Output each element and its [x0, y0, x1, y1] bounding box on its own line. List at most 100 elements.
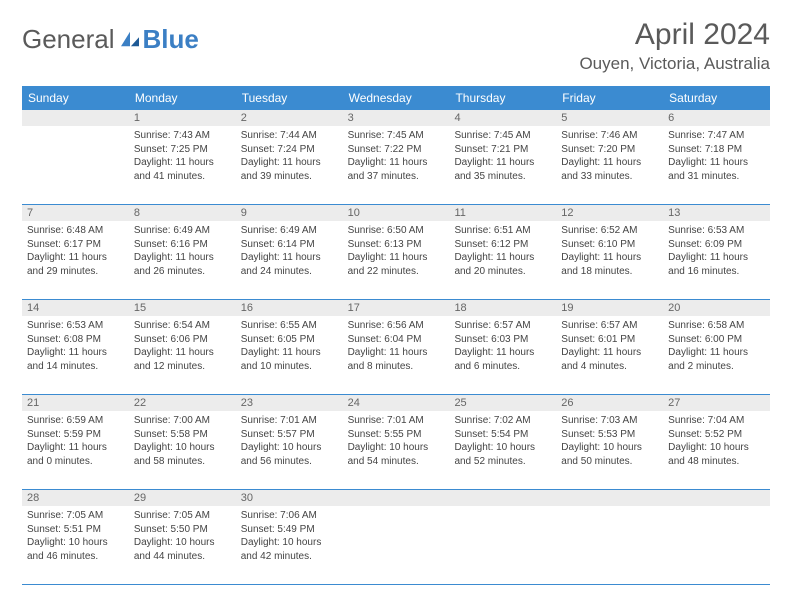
day-body: Sunrise: 7:47 AMSunset: 7:18 PMDaylight:… [663, 126, 770, 204]
day-cell: 27Sunrise: 7:04 AMSunset: 5:52 PMDayligh… [663, 395, 770, 489]
day-info-line: Daylight: 11 hours and 41 minutes. [134, 156, 231, 183]
day-number [449, 490, 556, 506]
day-cell: 2Sunrise: 7:44 AMSunset: 7:24 PMDaylight… [236, 110, 343, 204]
day-cell: 25Sunrise: 7:02 AMSunset: 5:54 PMDayligh… [449, 395, 556, 489]
day-cell: 24Sunrise: 7:01 AMSunset: 5:55 PMDayligh… [343, 395, 450, 489]
day-info-line: Daylight: 10 hours and 52 minutes. [454, 441, 551, 468]
day-info-line: Sunrise: 6:56 AM [348, 319, 445, 333]
day-info-line: Sunrise: 7:46 AM [561, 129, 658, 143]
day-cell: 21Sunrise: 6:59 AMSunset: 5:59 PMDayligh… [22, 395, 129, 489]
day-body: Sunrise: 6:57 AMSunset: 6:03 PMDaylight:… [449, 316, 556, 394]
day-info-line: Daylight: 11 hours and 20 minutes. [454, 251, 551, 278]
day-info-line: Sunrise: 7:45 AM [348, 129, 445, 143]
day-info-line: Sunrise: 7:45 AM [454, 129, 551, 143]
day-info-line: Sunrise: 6:49 AM [241, 224, 338, 238]
day-info-line: Sunrise: 7:47 AM [668, 129, 765, 143]
day-cell: 30Sunrise: 7:06 AMSunset: 5:49 PMDayligh… [236, 490, 343, 584]
location-subtitle: Ouyen, Victoria, Australia [579, 54, 770, 74]
day-info-line: Sunset: 6:06 PM [134, 333, 231, 347]
day-body: Sunrise: 7:44 AMSunset: 7:24 PMDaylight:… [236, 126, 343, 204]
page-header: General Blue April 2024 Ouyen, Victoria,… [22, 18, 770, 74]
day-number: 15 [129, 300, 236, 316]
day-body: Sunrise: 7:05 AMSunset: 5:51 PMDaylight:… [22, 506, 129, 584]
day-info-line: Sunrise: 6:55 AM [241, 319, 338, 333]
day-cell: 15Sunrise: 6:54 AMSunset: 6:06 PMDayligh… [129, 300, 236, 394]
day-info-line: Sunset: 5:59 PM [27, 428, 124, 442]
day-cell: 14Sunrise: 6:53 AMSunset: 6:08 PMDayligh… [22, 300, 129, 394]
day-info-line: Sunset: 5:50 PM [134, 523, 231, 537]
day-body: Sunrise: 6:56 AMSunset: 6:04 PMDaylight:… [343, 316, 450, 394]
day-body: Sunrise: 6:49 AMSunset: 6:16 PMDaylight:… [129, 221, 236, 299]
day-info-line: Daylight: 11 hours and 33 minutes. [561, 156, 658, 183]
day-info-line: Sunset: 6:01 PM [561, 333, 658, 347]
day-number: 16 [236, 300, 343, 316]
day-number: 1 [129, 110, 236, 126]
day-info-line: Sunset: 6:08 PM [27, 333, 124, 347]
brand-part1: General [22, 24, 115, 55]
day-info-line: Sunset: 6:12 PM [454, 238, 551, 252]
weekday-header: Thursday [449, 86, 556, 110]
day-number: 26 [556, 395, 663, 411]
day-info-line: Sunset: 6:14 PM [241, 238, 338, 252]
day-body: Sunrise: 6:59 AMSunset: 5:59 PMDaylight:… [22, 411, 129, 489]
brand-part2: Blue [143, 24, 199, 55]
day-cell: 11Sunrise: 6:51 AMSunset: 6:12 PMDayligh… [449, 205, 556, 299]
brand-logo: General Blue [22, 24, 199, 55]
calendar-grid: SundayMondayTuesdayWednesdayThursdayFrid… [22, 86, 770, 585]
day-cell [556, 490, 663, 584]
day-info-line: Sunrise: 7:03 AM [561, 414, 658, 428]
day-info-line: Sunset: 7:21 PM [454, 143, 551, 157]
day-body: Sunrise: 6:55 AMSunset: 6:05 PMDaylight:… [236, 316, 343, 394]
day-cell: 28Sunrise: 7:05 AMSunset: 5:51 PMDayligh… [22, 490, 129, 584]
day-info-line: Sunrise: 7:05 AM [27, 509, 124, 523]
day-info-line: Sunrise: 7:44 AM [241, 129, 338, 143]
day-info-line: Daylight: 11 hours and 37 minutes. [348, 156, 445, 183]
day-cell: 12Sunrise: 6:52 AMSunset: 6:10 PMDayligh… [556, 205, 663, 299]
day-info-line: Daylight: 11 hours and 2 minutes. [668, 346, 765, 373]
day-info-line: Sunset: 5:55 PM [348, 428, 445, 442]
day-body: Sunrise: 7:03 AMSunset: 5:53 PMDaylight:… [556, 411, 663, 489]
day-info-line: Daylight: 10 hours and 58 minutes. [134, 441, 231, 468]
day-cell: 18Sunrise: 6:57 AMSunset: 6:03 PMDayligh… [449, 300, 556, 394]
day-body [343, 506, 450, 584]
day-cell: 20Sunrise: 6:58 AMSunset: 6:00 PMDayligh… [663, 300, 770, 394]
day-cell: 8Sunrise: 6:49 AMSunset: 6:16 PMDaylight… [129, 205, 236, 299]
day-info-line: Daylight: 11 hours and 0 minutes. [27, 441, 124, 468]
day-body [556, 506, 663, 584]
day-cell: 26Sunrise: 7:03 AMSunset: 5:53 PMDayligh… [556, 395, 663, 489]
day-cell: 6Sunrise: 7:47 AMSunset: 7:18 PMDaylight… [663, 110, 770, 204]
day-number: 19 [556, 300, 663, 316]
day-info-line: Daylight: 10 hours and 56 minutes. [241, 441, 338, 468]
day-info-line: Sunset: 6:16 PM [134, 238, 231, 252]
weekday-header: Wednesday [343, 86, 450, 110]
day-info-line: Sunrise: 7:05 AM [134, 509, 231, 523]
day-body: Sunrise: 7:02 AMSunset: 5:54 PMDaylight:… [449, 411, 556, 489]
day-number [556, 490, 663, 506]
day-info-line: Sunset: 7:22 PM [348, 143, 445, 157]
day-info-line: Daylight: 11 hours and 4 minutes. [561, 346, 658, 373]
day-info-line: Sunrise: 6:50 AM [348, 224, 445, 238]
day-cell: 19Sunrise: 6:57 AMSunset: 6:01 PMDayligh… [556, 300, 663, 394]
day-body: Sunrise: 7:01 AMSunset: 5:55 PMDaylight:… [343, 411, 450, 489]
day-info-line: Sunset: 5:51 PM [27, 523, 124, 537]
day-info-line: Sunrise: 6:49 AM [134, 224, 231, 238]
day-info-line: Daylight: 10 hours and 46 minutes. [27, 536, 124, 563]
day-info-line: Daylight: 11 hours and 39 minutes. [241, 156, 338, 183]
day-number: 4 [449, 110, 556, 126]
day-cell: 17Sunrise: 6:56 AMSunset: 6:04 PMDayligh… [343, 300, 450, 394]
day-body: Sunrise: 6:53 AMSunset: 6:08 PMDaylight:… [22, 316, 129, 394]
day-number: 14 [22, 300, 129, 316]
weekday-header: Saturday [663, 86, 770, 110]
day-info-line: Sunset: 5:58 PM [134, 428, 231, 442]
day-cell: 9Sunrise: 6:49 AMSunset: 6:14 PMDaylight… [236, 205, 343, 299]
day-number: 28 [22, 490, 129, 506]
day-info-line: Daylight: 11 hours and 6 minutes. [454, 346, 551, 373]
day-body [449, 506, 556, 584]
day-number: 12 [556, 205, 663, 221]
weekday-header: Tuesday [236, 86, 343, 110]
day-cell [663, 490, 770, 584]
day-info-line: Sunrise: 7:01 AM [348, 414, 445, 428]
day-info-line: Sunset: 5:54 PM [454, 428, 551, 442]
day-info-line: Daylight: 11 hours and 29 minutes. [27, 251, 124, 278]
day-info-line: Daylight: 11 hours and 35 minutes. [454, 156, 551, 183]
